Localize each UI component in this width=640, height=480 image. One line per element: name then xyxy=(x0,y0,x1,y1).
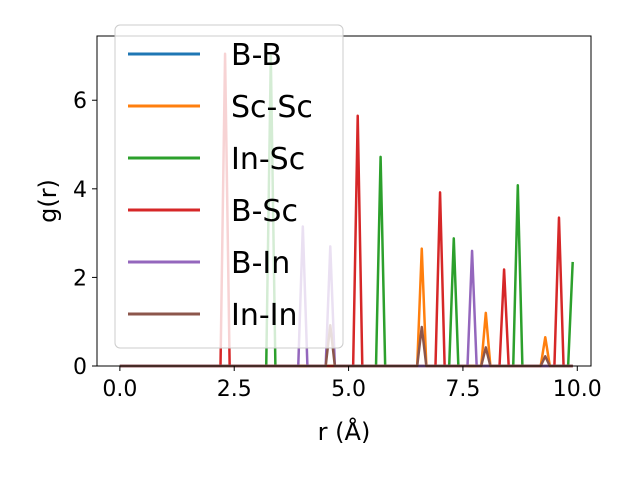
y-axis-label: g(r) xyxy=(34,179,62,223)
legend-label: B-Sc xyxy=(231,194,298,229)
x-tick-label: 7.5 xyxy=(445,377,480,402)
legend-label: B-B xyxy=(231,38,282,73)
x-tick-label: 10.0 xyxy=(553,377,602,402)
y-tick-label: 6 xyxy=(73,89,87,114)
legend-items: B-B Sc-Sc In-Sc B-Sc B-In In-In xyxy=(128,38,313,333)
x-axis: 0.0 2.5 5.0 7.5 10.0 xyxy=(102,366,602,402)
legend-label: In-Sc xyxy=(231,142,305,177)
axes-frame xyxy=(96,35,592,367)
y-tick-label: 2 xyxy=(73,266,87,291)
x-tick-label: 2.5 xyxy=(217,377,252,402)
legend-frame xyxy=(114,24,344,349)
legend-label: Sc-Sc xyxy=(231,90,313,125)
x-tick-label: 0.0 xyxy=(102,377,137,402)
y-axis: 0 2 4 6 xyxy=(73,89,97,380)
legend-label: In-In xyxy=(231,298,298,333)
y-tick-label: 0 xyxy=(73,355,87,380)
y-tick-label: 4 xyxy=(73,178,87,203)
x-axis-label: r (Å) xyxy=(318,417,371,446)
x-tick-label: 5.0 xyxy=(331,377,366,402)
series-line-1 xyxy=(119,247,573,368)
legend-label: B-In xyxy=(231,246,290,281)
legend: B-B Sc-Sc In-Sc B-Sc B-In In-In xyxy=(114,24,344,349)
